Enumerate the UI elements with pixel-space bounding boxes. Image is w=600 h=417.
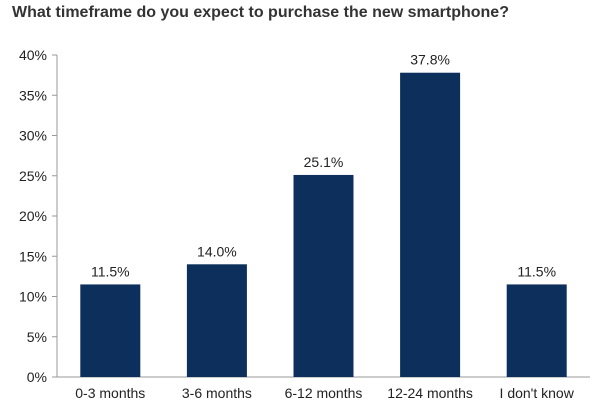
bar	[293, 174, 354, 377]
y-tick-label: 5%	[27, 329, 47, 345]
y-tick-label: 15%	[19, 248, 47, 264]
y-tick-label: 40%	[19, 47, 47, 63]
x-category-label: 12-24 months	[387, 385, 473, 401]
data-label: 11.5%	[91, 263, 130, 279]
data-label: 11.5%	[517, 263, 556, 279]
bar	[80, 284, 141, 377]
y-axis: 0% 5% 10% 15% 20% 25% 30% 35% 40%	[19, 47, 58, 385]
y-tick-label: 10%	[19, 289, 47, 305]
bar	[186, 264, 247, 377]
data-label: 14.0%	[197, 243, 237, 259]
x-category-label: 0-3 months	[75, 385, 145, 401]
y-tick-label: 30%	[19, 128, 47, 144]
y-tick-label: 0%	[27, 369, 47, 385]
data-label: 25.1%	[304, 154, 344, 170]
bar	[506, 284, 567, 377]
data-labels: 11.5% 14.0% 25.1% 37.8% 11.5%	[91, 52, 556, 280]
x-axis: 0-3 months 3-6 months 6-12 months 12-24 mon…	[57, 376, 590, 401]
bar	[400, 72, 461, 378]
y-tick-label: 25%	[19, 168, 47, 184]
y-tick-label: 20%	[19, 208, 47, 224]
x-category-label: I don't know	[500, 385, 575, 401]
data-label: 37.8%	[410, 52, 450, 68]
y-tick-label: 35%	[19, 87, 47, 103]
x-category-label: 6-12 months	[285, 385, 363, 401]
chart-title: What timeframe do you expect to purchase…	[12, 4, 509, 21]
x-category-label: 3-6 months	[182, 385, 252, 401]
bars	[80, 72, 567, 378]
